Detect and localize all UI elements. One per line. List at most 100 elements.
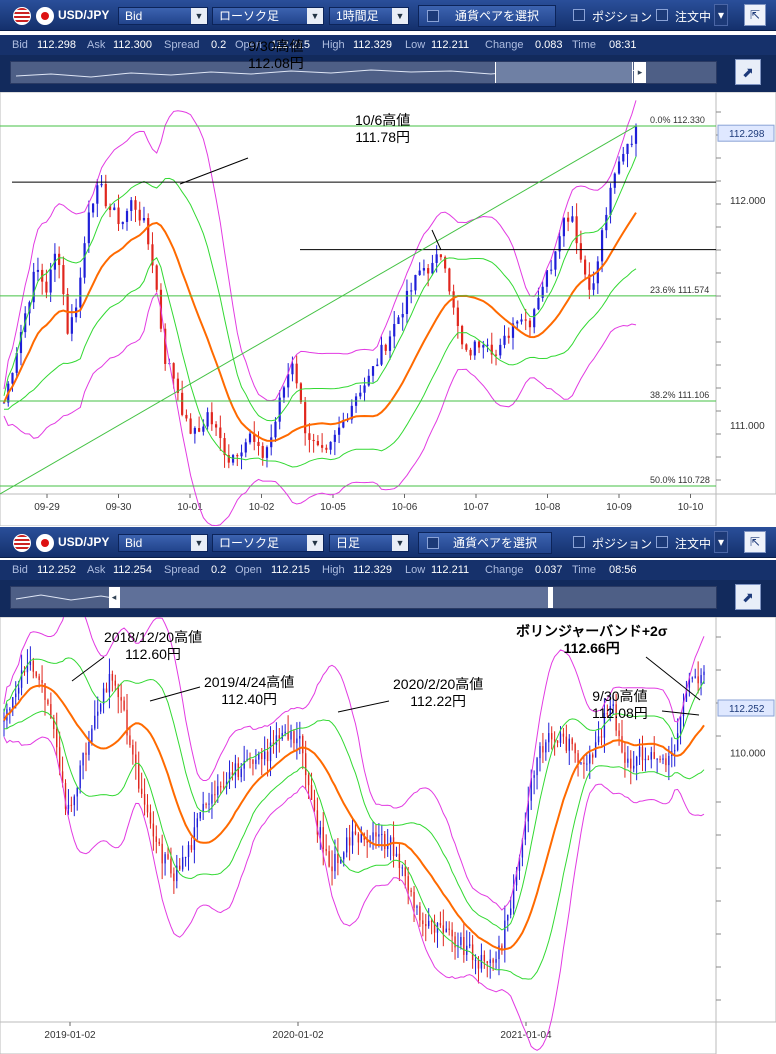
zoom-button[interactable]: ⬈ xyxy=(735,59,761,85)
pair-select-checkbox[interactable] xyxy=(427,10,439,22)
candle-body xyxy=(342,420,345,428)
candle-body xyxy=(473,341,476,356)
candle-body xyxy=(11,372,14,384)
collapse-icon[interactable]: ⇱ xyxy=(744,4,766,26)
candle-body xyxy=(583,762,585,765)
candle-body xyxy=(348,837,351,846)
navigator-handle-left[interactable]: ◂ xyxy=(109,587,119,608)
chevron-down-icon: ▼ xyxy=(392,535,408,551)
annotation-value: 112.08円 xyxy=(592,705,648,721)
candle-body xyxy=(220,786,222,788)
hourly-chart[interactable]: 09-29 09-30 10-01 10-02 10-05 10-06 10-07 10-08… xyxy=(0,92,776,526)
spread-label: Spread xyxy=(164,564,200,576)
timeframe-select[interactable]: 日足 ▼ xyxy=(329,534,409,552)
candle-body xyxy=(482,345,485,348)
candle-body xyxy=(291,363,294,375)
position-checkbox[interactable] xyxy=(573,536,585,548)
spread-value: 0.2 xyxy=(211,39,227,51)
chart-type-select[interactable]: ローソク足 ▼ xyxy=(212,534,324,552)
timeframe-select[interactable]: 1時間足 ▼ xyxy=(329,7,409,25)
candle-body xyxy=(228,772,231,782)
navigator-window[interactable] xyxy=(495,62,633,83)
candle-body xyxy=(486,961,488,963)
candle-body xyxy=(507,914,509,921)
candle-body xyxy=(185,414,188,419)
open-value: 112.215 xyxy=(271,39,310,51)
candle-body xyxy=(559,733,562,743)
pair-select-checkbox[interactable] xyxy=(427,537,439,549)
candle-body xyxy=(422,268,426,271)
candle-body xyxy=(155,265,158,290)
last-price-label: 112.252 xyxy=(729,704,765,715)
candle-body xyxy=(451,929,453,937)
candle-body xyxy=(545,270,549,287)
plot-area xyxy=(0,617,717,1023)
time-label: Time xyxy=(572,564,597,576)
navigator-handle[interactable]: ▸ xyxy=(634,62,646,83)
candle-body xyxy=(392,837,395,857)
candle-body xyxy=(66,293,69,334)
candle-body xyxy=(85,752,87,755)
candle-body xyxy=(418,270,421,275)
menu-arrow-icon[interactable]: ▾ xyxy=(714,4,728,26)
candle-body xyxy=(149,812,152,824)
time-tick-label: 2021-01-04 xyxy=(500,1030,552,1041)
candle-body xyxy=(395,853,398,857)
candle-body xyxy=(354,831,357,835)
chart-type-select[interactable]: ローソク足 ▼ xyxy=(212,7,324,25)
price-type-select[interactable]: Bid ▼ xyxy=(118,534,208,552)
navigator-handle-right[interactable] xyxy=(549,587,553,608)
bid-label: Bid xyxy=(12,39,28,51)
candle-body xyxy=(375,832,377,837)
candle-body xyxy=(452,291,455,308)
candle-body xyxy=(553,739,556,741)
navigator-track[interactable]: ▸ xyxy=(10,61,717,84)
candle-body xyxy=(405,290,409,314)
jp-flag-icon xyxy=(36,534,54,552)
orders-checkbox[interactable] xyxy=(656,9,668,21)
navigator-window[interactable] xyxy=(119,587,549,608)
candle-body xyxy=(350,405,353,420)
position-checkbox[interactable] xyxy=(573,9,585,21)
candle-body xyxy=(126,709,128,736)
pair-select-button[interactable]: 通貨ペアを選択 xyxy=(418,5,556,27)
daily-chart[interactable]: 2019-01-02 2020-01-02 2021-01-04 110.000 112… xyxy=(0,617,776,1054)
fibonacci-label: 50.0% 110.728 xyxy=(650,475,710,485)
candle-body xyxy=(568,738,570,751)
open-label: Open xyxy=(235,39,262,51)
candle-body xyxy=(140,788,143,794)
collapse-icon[interactable]: ⇱ xyxy=(744,531,766,553)
candle-body xyxy=(275,735,278,745)
price-type-select[interactable]: Bid ▼ xyxy=(118,7,208,25)
orders-checkbox[interactable] xyxy=(656,536,668,548)
candle-body xyxy=(471,944,474,960)
candle-body xyxy=(70,317,73,334)
candle-body xyxy=(108,673,111,693)
zoom-button[interactable]: ⬈ xyxy=(735,584,761,610)
candle-body xyxy=(261,752,263,760)
moving-average-line xyxy=(3,212,637,442)
candle-body xyxy=(571,738,573,745)
candle-body xyxy=(542,746,544,753)
navigator-track[interactable]: ◂ xyxy=(10,586,717,609)
candle-body xyxy=(638,746,641,757)
candle-body xyxy=(410,890,412,892)
candle-body xyxy=(28,302,31,314)
candle-body xyxy=(172,363,175,379)
candle-body xyxy=(38,676,40,681)
candle-body xyxy=(225,781,228,787)
bollinger-lower-2sigma xyxy=(3,736,705,1051)
menu-arrow-icon[interactable]: ▾ xyxy=(714,531,728,553)
candle-body xyxy=(114,680,116,686)
low-value: 112.211 xyxy=(431,39,470,51)
candle-body xyxy=(468,944,471,946)
bottom-toolbar: USD/JPY Bid ▼ ローソク足 ▼ 日足 ▼ 通貨ペアを選択 ポジション 注文… xyxy=(0,527,776,558)
candle-body xyxy=(469,349,472,356)
candle-body xyxy=(401,867,404,869)
pair-select-button[interactable]: 通貨ペアを選択 xyxy=(418,532,552,554)
candle-body xyxy=(688,678,691,688)
chevron-down-icon: ▼ xyxy=(307,8,323,24)
candle-body xyxy=(79,277,82,308)
candle-body xyxy=(146,804,149,813)
candle-body xyxy=(263,751,266,760)
